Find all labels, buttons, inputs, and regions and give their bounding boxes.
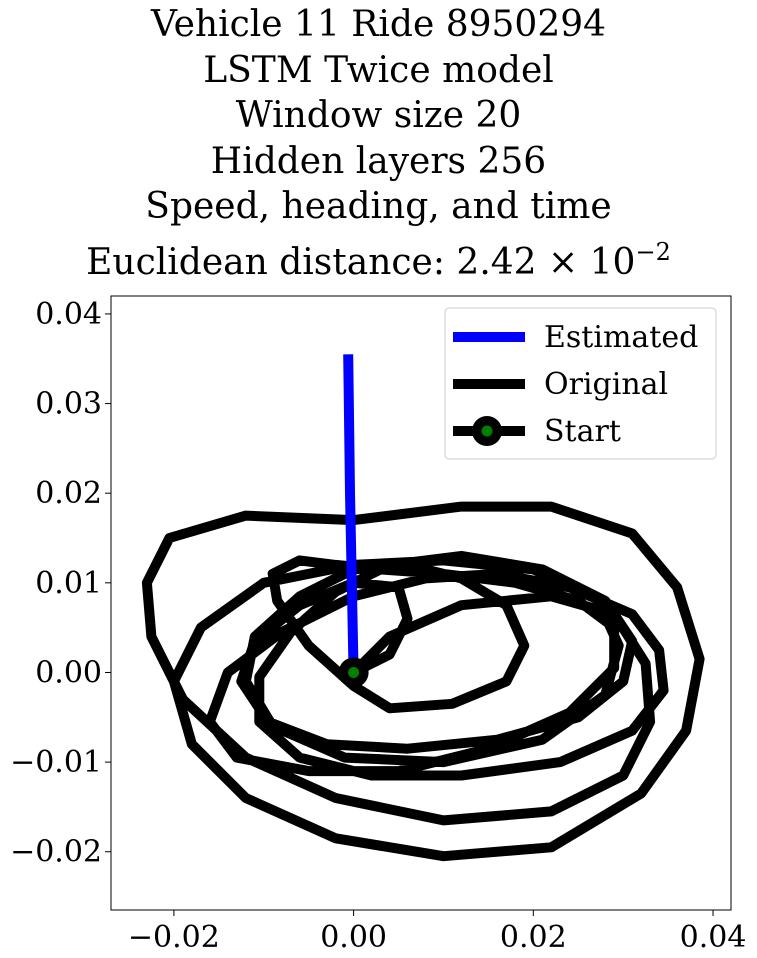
title-line-6: Euclidean distance: 2.42 × 10−2 — [0, 230, 757, 286]
x-tick-label: −0.02 — [128, 920, 220, 955]
series-line-estimated — [343, 354, 359, 673]
legend-label-start: Start — [544, 414, 621, 449]
y-tick-label: 0.04 — [35, 297, 102, 332]
start-marker-center — [348, 666, 360, 678]
x-tick-label: 0.02 — [500, 920, 567, 955]
title-line-4: Hidden layers 256 — [210, 140, 547, 182]
title-line-3: Window size 20 — [235, 95, 522, 136]
x-tick-label: 0.04 — [680, 920, 747, 955]
legend-box — [444, 307, 717, 460]
plot-frame — [110, 295, 732, 911]
title-line-5: Speed, heading, and time — [145, 186, 612, 227]
chart-title: Vehicle 11 Ride 8950294 LSTM Twice model… — [0, 2, 757, 285]
y-tick-label: 0.01 — [35, 566, 102, 601]
y-tick-label: 0.00 — [35, 655, 102, 690]
series-line-original — [141, 501, 705, 862]
title-line-2: LSTM Twice model — [203, 49, 554, 91]
legend-start-center — [481, 425, 493, 437]
legend-label-original: Original — [544, 367, 668, 402]
y-tick-label: −0.02 — [10, 835, 102, 870]
legend-label-estimated: Estimated — [544, 320, 698, 355]
legend: Estimated Original Start — [444, 307, 717, 460]
y-tick-label: 0.03 — [35, 387, 102, 422]
axes-layer: −0.02 0.00 0.02 0.04 0.04 0.03 0.02 0.01 0.00 −0.… — [10, 297, 746, 955]
title-line-6-main: Euclidean distance: 2.42 × 10 — [86, 241, 636, 283]
title-exponent: −2 — [635, 237, 671, 266]
title-line-1: Vehicle 11 Ride 8950294 — [150, 4, 607, 45]
x-tick-label: 0.00 — [320, 920, 387, 955]
y-tick-label: −0.01 — [10, 745, 102, 780]
y-tick-label: 0.02 — [35, 476, 102, 511]
series-layer — [141, 354, 705, 862]
